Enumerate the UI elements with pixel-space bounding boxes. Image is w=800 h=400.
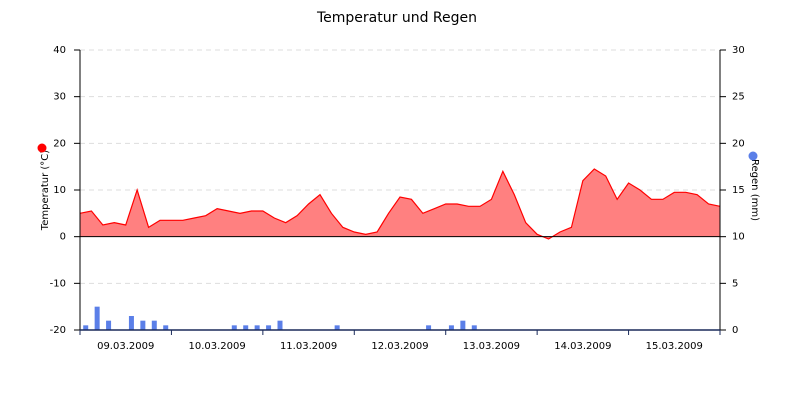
y2-axis-title: Regen (mm) [749, 159, 760, 221]
x-tick-label: 15.03.2009 [646, 341, 703, 352]
x-tick-label: 10.03.2009 [189, 341, 246, 352]
y-tick-label: 20 [53, 138, 66, 149]
y2-tick-label: 20 [732, 138, 745, 149]
rain-bar [83, 325, 89, 330]
y-tick-label: 30 [53, 92, 66, 103]
rain-bar [448, 325, 454, 330]
x-tick-label: 12.03.2009 [371, 341, 428, 352]
y-tick-label: -20 [50, 325, 66, 336]
rain-bar [151, 320, 157, 330]
x-tick-label: 11.03.2009 [280, 341, 337, 352]
rain-bar [426, 325, 432, 330]
rain-bar [106, 320, 112, 330]
rain-bar [231, 325, 237, 330]
rain-bar [128, 316, 134, 330]
y2-tick-label: 5 [732, 278, 738, 289]
rain-bar [471, 325, 477, 330]
rain-bar [163, 325, 169, 330]
temperature-area [80, 169, 720, 239]
rain-bar [243, 325, 249, 330]
x-tick-label: 13.03.2009 [463, 341, 520, 352]
y-axis-title: Temperatur (°C) [40, 150, 51, 231]
temperature-line [79, 168, 721, 240]
y-tick-label: 0 [60, 232, 66, 243]
y-tick-label: 40 [53, 45, 66, 56]
y2-legend-dot [748, 151, 758, 161]
x-tick-label: 14.03.2009 [554, 341, 611, 352]
y2-tick-label: 15 [732, 185, 745, 196]
y2-tick-label: 25 [732, 92, 745, 103]
y2-tick-label: 10 [732, 232, 745, 243]
chart-title: Temperatur und Regen [316, 10, 477, 26]
rain-bar [460, 320, 466, 330]
y2-tick-label: 30 [732, 45, 745, 56]
rain-bar [140, 320, 146, 330]
rain-bar [266, 325, 272, 330]
y2-tick-label: 0 [732, 325, 738, 336]
rain-bar [334, 325, 340, 330]
rain-bar [254, 325, 260, 330]
rain-bar [277, 320, 283, 330]
y-tick-label: -10 [50, 278, 66, 289]
rain-bar [94, 306, 100, 330]
y-tick-label: 10 [53, 185, 66, 196]
x-tick-label: 09.03.2009 [97, 341, 154, 352]
y-legend-dot [37, 143, 47, 153]
